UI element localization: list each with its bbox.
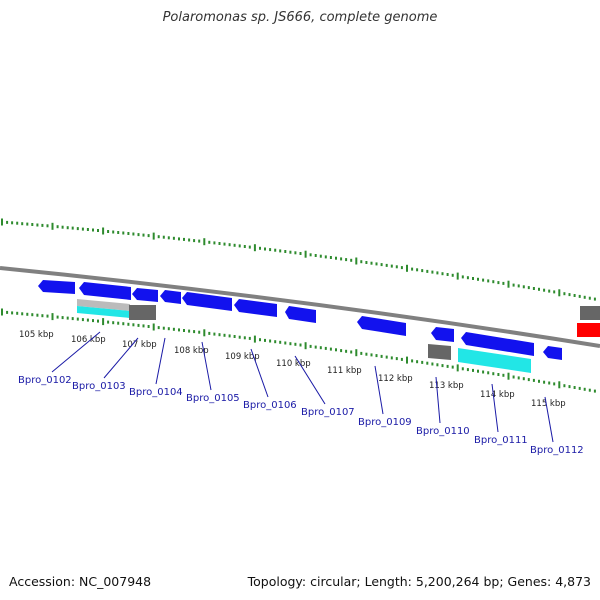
- kbp-label: 113 kbp: [429, 381, 464, 391]
- gene-label-bpro-0110[interactable]: Bpro_0110: [416, 426, 470, 437]
- accession-text: Accession: NC_007948: [9, 574, 152, 589]
- gene-feature[interactable]: [79, 282, 131, 300]
- pseudogene-feature[interactable]: [129, 305, 156, 320]
- genome-backbone: [0, 266, 600, 348]
- leader-line: [250, 348, 269, 398]
- kbp-label: 106 kbp: [71, 335, 106, 345]
- gene-labels: Bpro_0102 Bpro_0103 Bpro_0104 Bpro_0105 …: [18, 375, 584, 456]
- reverse-strand: [77, 299, 531, 373]
- gene-feature[interactable]: [461, 332, 534, 356]
- leader-line: [103, 337, 139, 379]
- leader-line: [201, 341, 212, 391]
- gene-feature[interactable]: [285, 306, 316, 323]
- gene-label-bpro-0103[interactable]: Bpro_0103: [72, 381, 126, 392]
- kbp-label: 110 kbp: [276, 359, 311, 369]
- leader-line: [294, 355, 326, 405]
- gene-feature[interactable]: [543, 346, 562, 360]
- gene-feature[interactable]: [160, 290, 181, 304]
- kbp-labels: 105 kbp 106 kbp 107 kbp 108 kbp 109 kbp …: [19, 330, 566, 409]
- leader-line: [51, 331, 101, 373]
- feature-cyan[interactable]: [77, 306, 130, 318]
- kbp-label: 105 kbp: [19, 330, 54, 340]
- gene-label-bpro-0102[interactable]: Bpro_0102: [18, 375, 72, 386]
- pseudogene-feature[interactable]: [428, 344, 451, 360]
- rna-feature[interactable]: [577, 323, 600, 337]
- kbp-label: 107 kbp: [122, 340, 157, 350]
- kbp-label: 109 kbp: [225, 352, 260, 362]
- kbp-label: 112 kbp: [378, 374, 413, 384]
- gene-label-bpro-0109[interactable]: Bpro_0109: [358, 417, 412, 428]
- forward-strand: [38, 280, 600, 360]
- kbp-label: 108 kbp: [174, 346, 209, 356]
- feature-light-gray[interactable]: [77, 299, 130, 311]
- pseudogene-feature[interactable]: [580, 306, 600, 320]
- gene-feature[interactable]: [431, 327, 454, 342]
- leader-line: [155, 337, 166, 385]
- gene-feature[interactable]: [234, 299, 277, 317]
- leader-line: [374, 365, 384, 415]
- kbp-label: 111 kbp: [327, 366, 362, 376]
- gene-label-bpro-0105[interactable]: Bpro_0105: [186, 393, 240, 404]
- gene-label-leaders: [51, 331, 554, 443]
- leader-line: [491, 383, 499, 433]
- gene-label-bpro-0112[interactable]: Bpro_0112: [530, 445, 584, 456]
- gene-label-bpro-0106[interactable]: Bpro_0106: [243, 400, 297, 411]
- leader-line: [435, 376, 441, 424]
- gene-feature[interactable]: [182, 292, 232, 311]
- gene-label-bpro-0104[interactable]: Bpro_0104: [129, 387, 183, 398]
- genome-summary-text: Topology: circular; Length: 5,200,264 bp…: [247, 574, 591, 589]
- leader-line: [544, 396, 554, 443]
- feature-cyan[interactable]: [458, 348, 531, 373]
- map-title: Polaromonas sp. JS666, complete genome: [162, 10, 438, 25]
- gene-label-bpro-0107[interactable]: Bpro_0107: [301, 407, 355, 418]
- kbp-label: 114 kbp: [480, 390, 515, 400]
- gene-label-bpro-0111[interactable]: Bpro_0111: [474, 435, 528, 446]
- inner-tick-track: [1, 308, 596, 393]
- gene-feature[interactable]: [38, 280, 75, 294]
- gene-feature[interactable]: [357, 316, 406, 336]
- gene-feature[interactable]: [132, 288, 158, 302]
- outer-tick-track: [1, 218, 596, 301]
- kbp-label: 115 kbp: [531, 399, 566, 409]
